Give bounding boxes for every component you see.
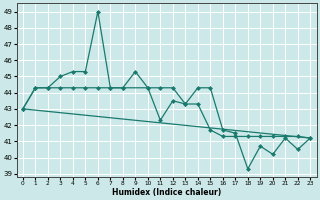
X-axis label: Humidex (Indice chaleur): Humidex (Indice chaleur) (112, 188, 221, 197)
